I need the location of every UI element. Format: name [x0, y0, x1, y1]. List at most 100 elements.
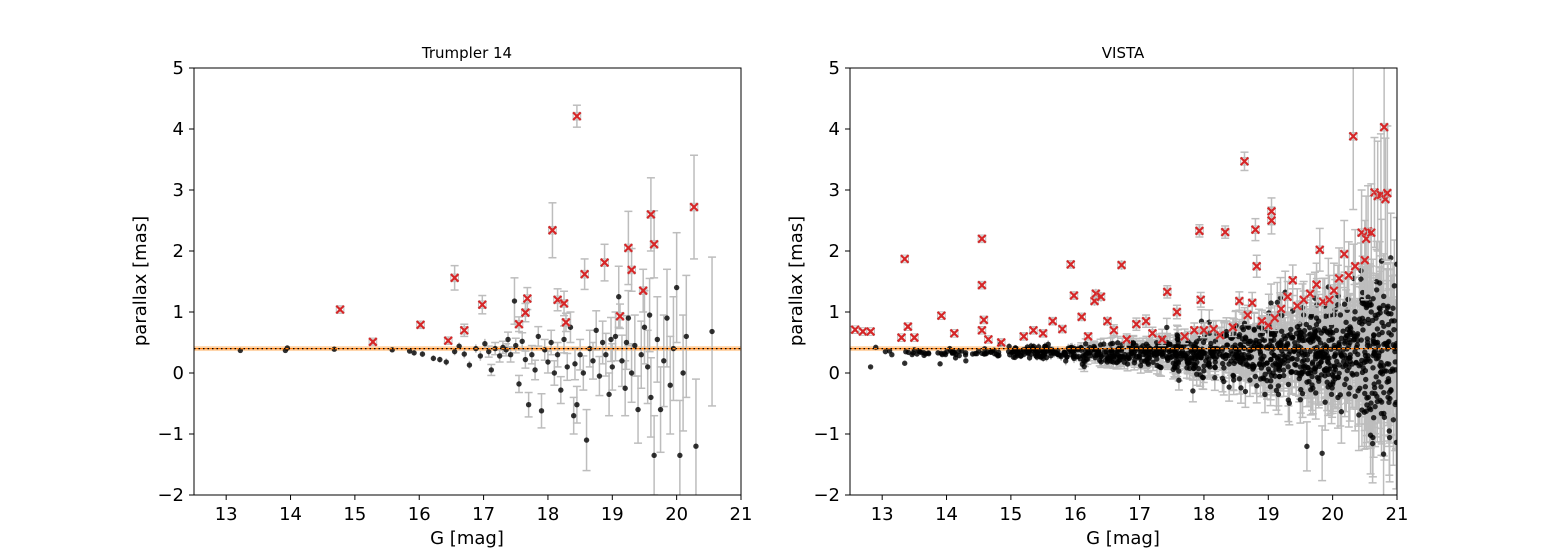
member-point — [1106, 358, 1112, 364]
outlier-cross-b — [520, 308, 530, 318]
member-point — [882, 348, 889, 355]
member-point — [1297, 372, 1303, 379]
member-point — [1040, 355, 1046, 361]
member-point — [1294, 356, 1300, 362]
outlier-marker — [638, 286, 648, 296]
outlier-marker — [580, 269, 590, 279]
member-point — [1275, 357, 1281, 363]
member-point — [1378, 410, 1385, 417]
member-point — [1236, 349, 1242, 355]
outlier-box — [459, 326, 469, 335]
outlier-box — [615, 311, 625, 321]
member-point — [1336, 362, 1342, 368]
member-point — [1330, 373, 1337, 380]
member-point — [1373, 374, 1379, 380]
member-point — [1373, 278, 1380, 285]
member-point — [1313, 321, 1320, 328]
member-point — [1371, 381, 1377, 387]
member-point — [1378, 384, 1384, 390]
member-point — [951, 350, 958, 356]
member-point — [1388, 255, 1394, 261]
member-point — [1308, 367, 1314, 373]
y-tick-label: 2 — [173, 241, 184, 262]
member-point — [1296, 351, 1302, 358]
member-point — [1192, 354, 1198, 360]
member-point — [516, 381, 522, 387]
panel-title: VISTA — [1102, 44, 1145, 62]
member-point — [389, 347, 395, 353]
member-point — [1184, 350, 1191, 357]
member-point — [1175, 360, 1182, 366]
outlier-marker — [623, 243, 633, 253]
member-point — [1190, 388, 1196, 394]
outlier-marker — [514, 319, 524, 329]
member-point — [1374, 326, 1381, 332]
member-point — [1343, 376, 1349, 382]
member-point — [1221, 378, 1227, 385]
member-point — [519, 338, 525, 344]
member-point — [1067, 346, 1073, 352]
outlier-marker — [572, 111, 582, 121]
member-point — [1268, 372, 1275, 379]
member-point — [1289, 369, 1295, 375]
member-point — [1042, 343, 1048, 350]
member-point — [1391, 283, 1397, 289]
member-point — [590, 358, 596, 364]
member-point — [1208, 340, 1214, 347]
member-point — [1313, 315, 1320, 321]
member-point — [577, 352, 583, 358]
member-point — [918, 349, 924, 356]
outlier-marker — [520, 308, 530, 318]
member-point — [1356, 412, 1362, 418]
outlier-cross-b — [368, 337, 378, 347]
member-point — [1137, 349, 1144, 355]
outlier-cross-b — [514, 319, 524, 329]
member-point — [1198, 353, 1204, 360]
member-point — [1208, 351, 1215, 357]
member-point — [1154, 362, 1160, 369]
member-point — [1061, 349, 1067, 355]
member-point — [1006, 343, 1012, 350]
member-point — [1373, 287, 1380, 293]
member-point — [1151, 352, 1157, 359]
member-point — [1226, 384, 1232, 390]
member-point — [284, 345, 291, 351]
member-point — [1132, 357, 1138, 363]
member-point — [1081, 363, 1087, 370]
member-point — [1285, 381, 1292, 388]
outlier-cross-b — [547, 225, 558, 235]
member-point — [406, 348, 413, 354]
member-point — [1236, 376, 1243, 382]
x-tick-label: 13 — [215, 504, 238, 525]
outlier-cross-b — [450, 273, 460, 283]
member-point — [1352, 309, 1358, 315]
member-point — [1282, 335, 1288, 342]
member-point — [1084, 356, 1091, 362]
member-point — [1146, 355, 1152, 361]
member-point — [1219, 360, 1226, 367]
x-tick-label: 14 — [279, 504, 302, 525]
member-point — [1338, 335, 1345, 342]
member-point — [1371, 350, 1377, 357]
member-point — [1206, 319, 1212, 325]
member-point — [488, 367, 495, 373]
member-point — [1323, 343, 1330, 349]
y-axis-label: parallax [mas] — [130, 216, 151, 346]
member-point — [1176, 377, 1182, 383]
member-point — [632, 342, 638, 349]
member-point — [437, 356, 443, 363]
member-point — [1071, 353, 1077, 359]
member-point — [1178, 352, 1184, 359]
member-point — [1314, 344, 1320, 351]
outlier-box — [624, 243, 633, 253]
member-point — [1293, 369, 1299, 376]
outlier-cross-b — [599, 258, 610, 268]
member-point — [529, 352, 535, 358]
member-point — [1381, 389, 1387, 396]
member-point — [1275, 391, 1282, 398]
member-point — [542, 347, 548, 353]
member-point — [1306, 324, 1313, 331]
member-point — [623, 339, 630, 346]
member-point — [1191, 343, 1197, 350]
outlier-cross-b — [443, 336, 453, 346]
